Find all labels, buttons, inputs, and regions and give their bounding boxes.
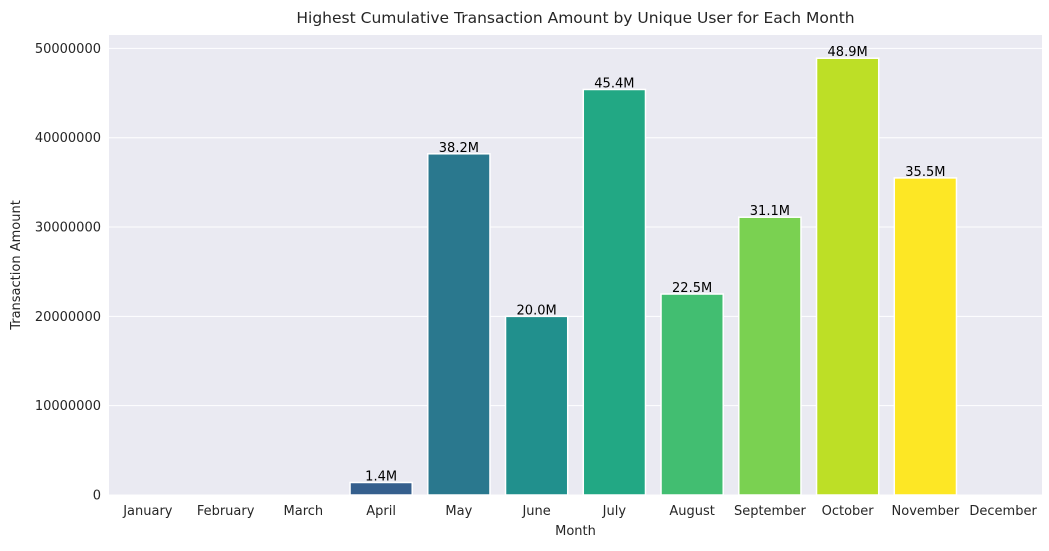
bar-october [815, 57, 880, 496]
y-axis-ticks: 0 10000000 20000000 30000000 40000000 5000000… [35, 42, 101, 504]
x-tick-label: May [445, 504, 472, 519]
y-tick-label: 40000000 [35, 131, 101, 146]
x-axis-ticks: January February March April May June July Augu… [122, 504, 1037, 519]
plot-area [109, 35, 1042, 495]
x-tick-label: June [521, 504, 550, 519]
x-tick-label: August [669, 504, 715, 519]
y-tick-label: 50000000 [35, 42, 101, 57]
x-tick-label: September [734, 504, 807, 519]
data-label-may: 38.2M [439, 141, 479, 156]
data-label-july: 45.4M [594, 76, 634, 91]
bar-july [582, 88, 647, 496]
bar-april [349, 481, 413, 496]
bars [349, 57, 958, 496]
x-tick-label: January [122, 504, 173, 519]
gridlines [109, 47, 1042, 496]
x-tick-label: July [602, 504, 627, 519]
data-label-april: 1.4M [365, 469, 397, 484]
x-axis-label: Month [555, 524, 596, 539]
y-tick-label: 30000000 [35, 221, 101, 236]
data-label-august: 22.5M [672, 281, 712, 296]
y-tick-label: 10000000 [35, 399, 101, 414]
bar-june [504, 315, 569, 496]
y-axis-label: Transaction Amount [9, 200, 24, 331]
y-tick-label: 0 [93, 489, 101, 504]
bar-may [427, 153, 491, 496]
data-label-june: 20.0M [517, 303, 557, 318]
data-label-november: 35.5M [905, 165, 945, 180]
x-tick-label: February [197, 504, 255, 519]
y-tick-label: 20000000 [35, 310, 101, 325]
x-tick-label: October [822, 504, 875, 519]
data-labels: 1.4M 38.2M 20.0M 45.4M 22.5M 31.1M 48.9M 35.5M [365, 45, 945, 484]
bar-september [738, 216, 802, 496]
chart-title: Highest Cumulative Transaction Amount by… [296, 9, 854, 27]
x-tick-label: December [969, 504, 1037, 519]
x-tick-label: April [366, 504, 396, 519]
x-tick-label: November [892, 504, 960, 519]
x-tick-label: March [284, 504, 324, 519]
data-label-october: 48.9M [828, 45, 868, 60]
bar-november [893, 177, 958, 496]
bar-august [660, 293, 724, 496]
data-label-september: 31.1M [750, 204, 790, 219]
